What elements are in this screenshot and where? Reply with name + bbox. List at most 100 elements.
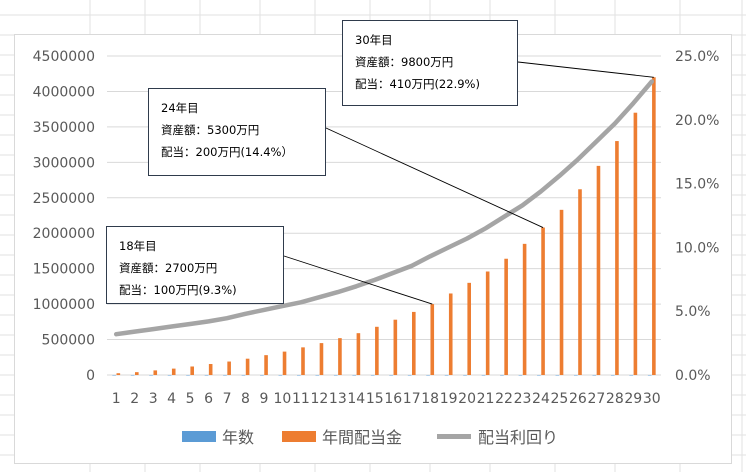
x-tick-label: 12	[310, 391, 328, 407]
x-tick-label: 23	[514, 391, 532, 407]
left-tick-label: 1000000	[33, 297, 95, 313]
bar-dividend	[541, 227, 545, 375]
bar-years	[389, 374, 393, 376]
x-tick-label: 25	[551, 391, 569, 407]
callout-year-24-title: 24年目	[161, 101, 199, 115]
bar-dividend	[375, 326, 379, 375]
x-tick-label: 26	[569, 391, 587, 407]
bar-dividend	[319, 343, 324, 375]
x-tick-label: 21	[477, 391, 495, 407]
bar-years	[130, 374, 135, 376]
left-tick-label: 500000	[42, 333, 95, 349]
callout-year-30-dividend: 配当：410万円(22.9%)	[355, 77, 480, 91]
left-tick-label: 2500000	[33, 191, 95, 207]
bar-dividend	[430, 304, 435, 375]
left-tick-label: 3500000	[33, 120, 95, 136]
bar-dividend	[596, 165, 601, 375]
left-tick-label: 2000000	[33, 226, 95, 242]
callout-leader	[517, 61, 654, 78]
bar-dividend	[633, 112, 638, 375]
callout-year-24-assets: 資産額：5300万円	[161, 123, 260, 137]
bar-dividend	[578, 189, 582, 375]
x-tick-label: 19	[440, 391, 458, 407]
bar-years	[463, 374, 467, 376]
bar-dividend	[393, 319, 398, 375]
x-tick-label: 27	[587, 391, 605, 407]
right-tick-label: 10.0%	[675, 240, 719, 256]
bar-years	[333, 374, 338, 376]
right-tick-label: 5.0%	[675, 304, 711, 320]
bar-years	[555, 374, 560, 376]
x-tick-label: 15	[366, 391, 384, 407]
x-tick-label: 2	[130, 391, 139, 407]
callout-year-18-assets: 資産額：2700万円	[119, 261, 218, 275]
x-tick-label: 11	[292, 391, 310, 407]
x-tick-label: 22	[495, 391, 513, 407]
left-tick-label: 3000000	[33, 155, 95, 171]
x-tick-label: 3	[149, 391, 158, 407]
bar-years	[647, 374, 652, 376]
right-tick-label: 0.0%	[675, 368, 711, 384]
callout-year-24: 24年目 資産額：5300万円 配当：200万円(14.4%）	[148, 88, 326, 176]
bar-dividend	[227, 361, 231, 375]
callout-year-18-dividend: 配当：100万円(9.3%)	[119, 283, 237, 297]
bar-years	[260, 374, 264, 376]
bar-years	[112, 374, 116, 376]
bar-years	[537, 374, 541, 376]
bar-years	[592, 374, 597, 376]
x-tick-label: 29	[624, 391, 642, 407]
bar-years	[370, 374, 375, 376]
x-tick-label: 24	[532, 391, 550, 407]
x-tick-label: 8	[241, 391, 250, 407]
left-axis-ticks: 0 500000 1000000 1500000 2000000 2500000 30000…	[33, 49, 95, 384]
bar-dividend	[356, 333, 361, 375]
left-tick-label: 0	[86, 368, 95, 384]
x-tick-label: 30	[643, 391, 661, 407]
bar-years	[444, 374, 449, 376]
x-tick-label: 28	[606, 391, 624, 407]
bar-years	[278, 374, 283, 376]
x-tick-label: 10	[274, 391, 292, 407]
legend-label-dividend: 年間配当金	[322, 428, 402, 447]
bar-years	[629, 374, 633, 376]
left-tick-label: 1500000	[33, 262, 95, 278]
x-tick-label: 13	[329, 391, 347, 407]
bar-years	[149, 374, 153, 376]
bar-years	[186, 374, 190, 376]
bar-years	[500, 374, 504, 376]
bar-years	[204, 374, 209, 376]
x-tick-label: 6	[204, 391, 213, 407]
bar-dividend	[338, 338, 342, 375]
bar-years	[574, 374, 578, 376]
legend-label-yield: 配当利回り	[478, 428, 558, 447]
bar-dividend	[116, 373, 121, 375]
x-tick-label: 9	[260, 391, 269, 407]
right-tick-label: 15.0%	[675, 177, 719, 193]
x-axis-ticks: 1 2 3 4 5 6 7 8 9 10 11 12 13 14 15 16 17 18 19 20 21 22 23 24 2…	[112, 391, 661, 407]
callout-leaders	[283, 61, 654, 305]
x-tick-label: 14	[347, 391, 365, 407]
callout-leader	[283, 255, 433, 305]
x-tick-label: 18	[421, 391, 439, 407]
bar-years	[407, 374, 412, 376]
bar-dividend	[615, 141, 619, 375]
bar-dividend	[652, 77, 656, 376]
callout-year-30: 30年目 資産額：9800万円 配当：410万円(22.9%)	[342, 20, 518, 106]
bar-years	[223, 374, 227, 376]
bar-dividend	[245, 358, 250, 375]
bar-dividend	[559, 209, 564, 375]
yield-line-path	[113, 79, 655, 337]
bar-dividend	[264, 355, 268, 375]
x-tick-label: 4	[167, 391, 176, 407]
bar-dividend	[171, 368, 176, 375]
bar-dividend	[135, 372, 139, 375]
legend[interactable]: 年数 年間配当金 配当利回り	[182, 428, 558, 447]
bar-years	[315, 374, 320, 376]
callout-year-30-title: 30年目	[355, 33, 393, 47]
bar-years	[518, 374, 523, 376]
bar-dividend	[522, 243, 527, 375]
bar-years	[610, 374, 615, 376]
bar-dividend	[208, 364, 213, 375]
right-tick-label: 20.0%	[675, 113, 719, 129]
